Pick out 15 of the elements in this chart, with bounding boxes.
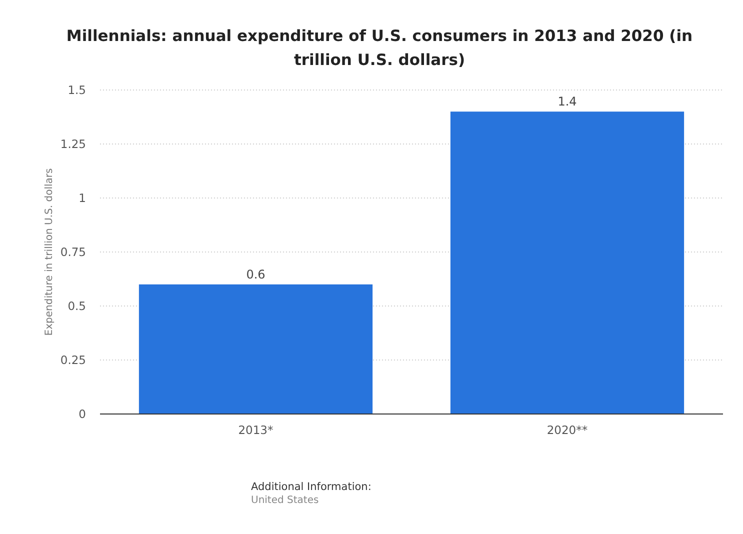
text: United States — [251, 495, 319, 506]
text: Additional Information: — [251, 481, 372, 493]
y-tick-label: 1.25 — [60, 137, 86, 152]
y-tick-label: 0 — [78, 407, 86, 422]
y-tick-label: 1 — [78, 191, 86, 206]
y-tick-label: 0.25 — [60, 353, 86, 368]
data-label: 1.4 — [558, 94, 577, 109]
y-axis-title: Expenditure in trillion U.S. dollars — [44, 168, 55, 336]
data-label: 0.6 — [246, 267, 266, 282]
chart-title: Millennials: annual expenditure of U.S. consumers in 2013 and 2020 (in trillion U.S. dollars) — [66, 27, 693, 69]
x-tick-label: 2020** — [546, 423, 588, 437]
y-tick-label: 0.5 — [68, 299, 86, 314]
y-tick-label: 0.75 — [60, 245, 86, 260]
y-tick-label: 1.5 — [68, 83, 86, 98]
x-tick-label: 2013* — [238, 423, 274, 437]
